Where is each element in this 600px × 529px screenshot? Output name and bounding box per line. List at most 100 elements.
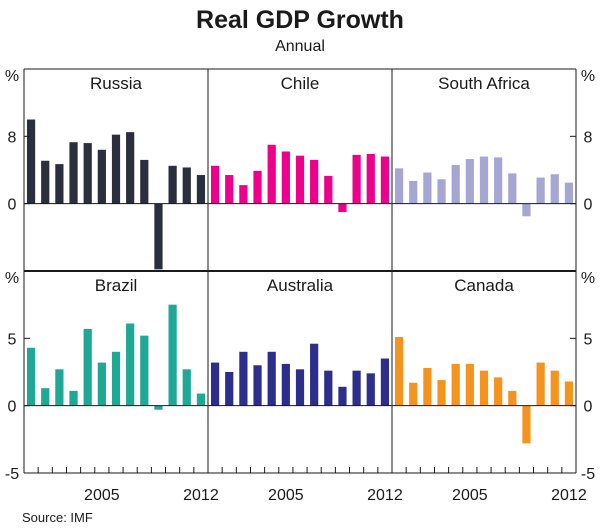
bar-brazil-2006 bbox=[111, 351, 121, 406]
bar-chile-2001 bbox=[225, 175, 234, 204]
bar-brazil-2005 bbox=[97, 362, 106, 406]
bar-brazil-2012 bbox=[196, 393, 206, 406]
bar-south-africa-2011 bbox=[550, 174, 559, 204]
bar-australia-2012 bbox=[380, 358, 390, 406]
bar-chile-2003 bbox=[253, 170, 262, 204]
bar-chile-2007 bbox=[310, 159, 319, 204]
bar-south-africa-2012 bbox=[564, 182, 574, 204]
bar-brazil-2001 bbox=[41, 388, 50, 406]
bar-russia-2010 bbox=[168, 165, 177, 204]
bar-canada-2000 bbox=[394, 336, 404, 406]
bar-chile-2009 bbox=[338, 203, 347, 213]
bar-south-africa-2006 bbox=[479, 156, 489, 204]
bar-canada-2008 bbox=[508, 390, 517, 406]
y-tick-label-left: -5 bbox=[5, 466, 19, 483]
bar-brazil-2000 bbox=[26, 347, 36, 406]
y-tick-label-left: 0 bbox=[8, 197, 17, 214]
y-tick-label-left: 5 bbox=[8, 331, 17, 348]
panel-title: South Africa bbox=[438, 74, 530, 93]
bar-canada-2010 bbox=[536, 362, 545, 406]
y-tick-label-right: 5 bbox=[584, 331, 593, 348]
bar-brazil-2002 bbox=[55, 369, 64, 406]
bar-canada-2001 bbox=[409, 382, 418, 406]
bar-australia-2000 bbox=[210, 362, 220, 406]
y-unit-label-left: % bbox=[5, 270, 19, 287]
bar-brazil-2010 bbox=[168, 304, 177, 406]
bar-australia-2002 bbox=[239, 351, 248, 406]
bar-russia-2005 bbox=[97, 149, 106, 204]
x-tick-label: 2005 bbox=[268, 487, 304, 504]
y-tick-label-right: 0 bbox=[584, 399, 593, 416]
bar-russia-2001 bbox=[41, 160, 50, 204]
bar-chile-2012 bbox=[380, 156, 390, 204]
bar-south-africa-2008 bbox=[508, 173, 517, 204]
chart-title: Real GDP Growth bbox=[196, 6, 404, 34]
bar-canada-2007 bbox=[494, 377, 503, 406]
panel-title: Canada bbox=[454, 276, 514, 295]
bar-canada-2002 bbox=[423, 367, 432, 406]
x-tick-label: 2005 bbox=[452, 487, 488, 504]
source-note: Source: IMF bbox=[22, 510, 93, 525]
x-tick-label: 2012 bbox=[367, 487, 403, 504]
panel-title: Australia bbox=[267, 276, 334, 295]
bar-russia-2000 bbox=[26, 119, 36, 204]
bar-russia-2008 bbox=[140, 159, 149, 204]
bar-russia-2009 bbox=[154, 203, 163, 270]
bar-chile-2010 bbox=[352, 154, 361, 204]
bar-russia-2007 bbox=[126, 132, 135, 204]
bar-brazil-2008 bbox=[140, 335, 149, 406]
y-tick-label-right: 8 bbox=[584, 129, 593, 146]
bar-canada-2006 bbox=[479, 370, 489, 406]
panel-title: Chile bbox=[281, 74, 320, 93]
bar-australia-2011 bbox=[366, 373, 375, 406]
bar-south-africa-2010 bbox=[536, 177, 545, 204]
x-tick-label: 2012 bbox=[183, 487, 219, 504]
y-tick-label-left: 8 bbox=[8, 129, 17, 146]
bar-chile-2005 bbox=[281, 151, 290, 204]
bar-russia-2006 bbox=[111, 134, 121, 204]
bar-canada-2011 bbox=[550, 370, 559, 406]
x-tick-label: 2012 bbox=[551, 487, 587, 504]
bar-brazil-2004 bbox=[83, 328, 92, 406]
bar-canada-2009 bbox=[522, 405, 531, 444]
x-tick-label: 2005 bbox=[84, 487, 120, 504]
bar-south-africa-2002 bbox=[423, 172, 432, 204]
bar-south-africa-2000 bbox=[394, 168, 404, 204]
bar-russia-2012 bbox=[196, 175, 206, 204]
bar-chile-2011 bbox=[366, 154, 375, 204]
bar-chile-2002 bbox=[239, 185, 248, 204]
y-unit-label-left: % bbox=[5, 68, 19, 85]
y-tick-label-left: 0 bbox=[8, 399, 17, 416]
bar-russia-2003 bbox=[69, 142, 78, 204]
bar-south-africa-2007 bbox=[494, 157, 503, 204]
panel-title: Brazil bbox=[95, 276, 138, 295]
bar-australia-2010 bbox=[352, 370, 361, 406]
bar-canada-2005 bbox=[465, 363, 474, 406]
bar-russia-2004 bbox=[83, 143, 92, 204]
y-unit-label-right: % bbox=[581, 270, 595, 287]
bar-south-africa-2003 bbox=[437, 179, 446, 204]
bar-brazil-2003 bbox=[69, 390, 78, 406]
bar-australia-2004 bbox=[267, 351, 276, 406]
bar-brazil-2011 bbox=[182, 369, 191, 406]
bar-australia-2006 bbox=[295, 369, 305, 406]
bar-australia-2008 bbox=[324, 370, 333, 406]
bar-russia-2011 bbox=[182, 167, 191, 204]
bar-australia-2007 bbox=[310, 343, 319, 406]
bar-south-africa-2005 bbox=[465, 159, 474, 204]
bar-australia-2009 bbox=[338, 386, 347, 406]
bar-south-africa-2004 bbox=[451, 164, 460, 204]
y-unit-label-right: % bbox=[581, 68, 595, 85]
bar-australia-2005 bbox=[281, 363, 290, 406]
chart-subtitle: Annual bbox=[275, 38, 325, 55]
bar-australia-2003 bbox=[253, 365, 262, 406]
bar-chile-2004 bbox=[267, 144, 276, 204]
y-tick-label-right: 0 bbox=[584, 197, 593, 214]
bar-south-africa-2001 bbox=[409, 180, 418, 204]
bar-brazil-2007 bbox=[126, 323, 135, 406]
bar-chile-2000 bbox=[210, 165, 220, 204]
bar-chile-2008 bbox=[324, 175, 333, 204]
bar-brazil-2009 bbox=[154, 405, 163, 410]
bar-russia-2002 bbox=[55, 164, 64, 204]
